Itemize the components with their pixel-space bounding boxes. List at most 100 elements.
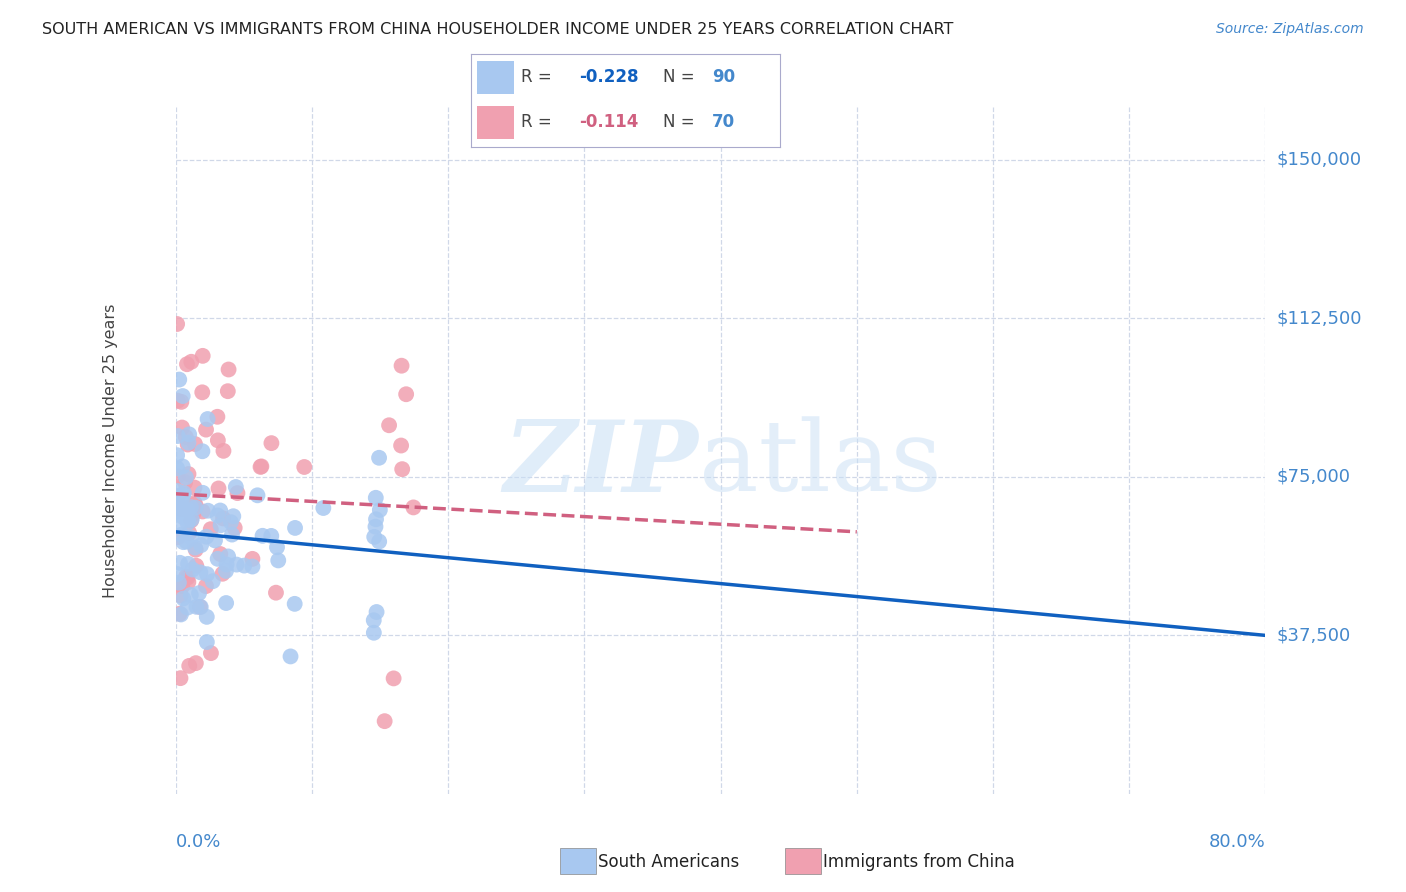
- Point: [172, 459, 194, 474]
- Point: [389, 438, 412, 452]
- Point: [170, 494, 193, 508]
- Point: [170, 527, 193, 541]
- Point: [184, 500, 207, 515]
- Point: [177, 435, 200, 450]
- Point: [215, 596, 238, 610]
- Point: [180, 512, 202, 526]
- Text: Immigrants from China: Immigrants from China: [823, 853, 1014, 871]
- Point: [218, 362, 240, 376]
- Point: [183, 481, 205, 495]
- Point: [176, 516, 198, 530]
- Point: [225, 558, 247, 572]
- Point: [209, 547, 232, 561]
- Point: [246, 488, 269, 502]
- Point: [188, 586, 211, 600]
- Point: [191, 385, 214, 400]
- Point: [174, 570, 197, 584]
- Point: [167, 500, 190, 515]
- Point: [176, 600, 198, 615]
- Point: [181, 501, 204, 516]
- Point: [177, 575, 200, 590]
- Point: [222, 509, 245, 524]
- Text: 80.0%: 80.0%: [1209, 833, 1265, 851]
- Point: [195, 610, 218, 624]
- Point: [266, 540, 288, 554]
- Point: [221, 527, 243, 541]
- Point: [180, 514, 202, 528]
- Point: [402, 500, 425, 515]
- Point: [209, 503, 232, 517]
- Point: [249, 459, 271, 474]
- Point: [184, 542, 207, 557]
- Point: [167, 373, 190, 387]
- Point: [172, 579, 194, 593]
- Text: N =: N =: [662, 69, 700, 87]
- Point: [166, 448, 188, 462]
- Point: [167, 500, 190, 514]
- Point: [195, 567, 218, 582]
- Point: [191, 349, 214, 363]
- Point: [170, 607, 193, 622]
- Point: [211, 566, 233, 581]
- Point: [191, 485, 214, 500]
- Point: [382, 672, 405, 686]
- Text: $37,500: $37,500: [1277, 626, 1351, 644]
- Point: [169, 556, 191, 570]
- Point: [195, 635, 218, 649]
- Point: [180, 506, 202, 520]
- Point: [226, 486, 249, 500]
- Point: [195, 530, 218, 544]
- Point: [215, 558, 238, 572]
- Point: [181, 562, 204, 576]
- Point: [207, 409, 229, 424]
- Point: [166, 393, 188, 408]
- Text: R =: R =: [520, 69, 557, 87]
- Point: [170, 420, 193, 434]
- Point: [167, 500, 190, 514]
- Point: [176, 501, 198, 516]
- Point: [186, 599, 208, 614]
- Point: [191, 444, 214, 458]
- Point: [207, 508, 229, 523]
- Point: [212, 443, 235, 458]
- Text: 0.0%: 0.0%: [176, 833, 221, 851]
- FancyBboxPatch shape: [477, 61, 515, 94]
- Point: [174, 470, 197, 484]
- Point: [395, 387, 418, 401]
- Point: [209, 518, 232, 533]
- Point: [212, 511, 235, 525]
- Text: 90: 90: [713, 69, 735, 87]
- Text: 70: 70: [713, 113, 735, 131]
- Point: [250, 459, 273, 474]
- Point: [166, 567, 188, 582]
- Point: [363, 613, 385, 627]
- Point: [172, 509, 194, 524]
- Point: [207, 482, 229, 496]
- Point: [260, 436, 283, 450]
- Point: [242, 559, 264, 574]
- Point: [169, 671, 191, 685]
- Point: [374, 714, 396, 728]
- Text: ZIP: ZIP: [503, 416, 699, 512]
- Point: [207, 551, 229, 566]
- Text: $75,000: $75,000: [1277, 468, 1351, 486]
- Text: -0.228: -0.228: [579, 69, 638, 87]
- Point: [180, 588, 202, 602]
- Text: N =: N =: [662, 113, 700, 131]
- Point: [181, 507, 204, 521]
- Point: [252, 529, 274, 543]
- Point: [166, 577, 188, 591]
- Point: [368, 534, 391, 549]
- Text: $112,500: $112,500: [1277, 310, 1362, 327]
- Point: [215, 564, 238, 578]
- Point: [190, 599, 212, 614]
- Point: [166, 429, 188, 443]
- Point: [368, 450, 391, 465]
- Point: [172, 488, 194, 502]
- Point: [264, 585, 287, 599]
- Point: [191, 504, 214, 518]
- Point: [170, 500, 193, 514]
- Point: [176, 571, 198, 585]
- Point: [242, 552, 264, 566]
- Point: [167, 530, 190, 544]
